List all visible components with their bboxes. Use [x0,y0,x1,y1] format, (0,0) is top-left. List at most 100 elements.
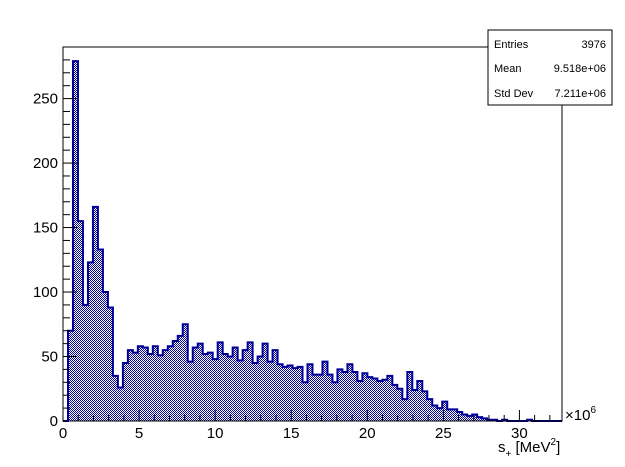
histogram-bar [212,359,218,421]
histogram-bar [332,382,338,421]
histogram-bar [107,307,113,421]
y-tick-label: 50 [41,349,58,366]
y-tick-label: 200 [33,155,58,172]
histogram-bar [72,61,78,421]
histogram-bar [382,379,388,421]
histogram-bar [132,352,138,421]
histogram-bar [447,409,453,421]
x-exponent-label: ×106 [565,405,596,424]
y-axis-ticks: 0 50 100 150 200 250 [33,46,77,430]
stats-entries-label: Entries [494,39,529,51]
histogram-bar [397,388,403,421]
x-tick-label: 30 [511,425,528,442]
histogram-bar [392,384,398,421]
x-tick-label: 0 [59,425,67,442]
x-tick-label: 25 [435,425,452,442]
histogram-bar [87,262,93,421]
y-tick-label: 150 [33,220,58,237]
histogram-bar [262,343,268,421]
histogram-outline [63,60,562,422]
stats-box: Entries 3976 Mean 9.518e+06 Std Dev 7.21… [487,29,613,106]
histogram-bar [157,355,163,421]
histogram-bar [452,409,458,421]
histogram-bar [257,356,263,421]
histogram-bar [472,414,478,421]
histogram-bar [347,364,353,421]
histogram-bar [172,341,178,421]
histogram-bar [427,399,433,421]
x-tick-label: 5 [135,425,143,442]
histogram-bar [197,343,203,421]
x-tick-label: 20 [359,425,376,442]
histogram-bars [67,61,533,421]
histogram-bar [192,347,198,421]
histogram-bar [222,353,228,421]
histogram-bar [477,417,483,421]
histogram-bar [437,408,443,421]
stats-mean-label: Mean [494,63,522,75]
histogram-bar [247,342,253,421]
stats-std-label: Std Dev [494,88,534,100]
histogram-bar [342,371,348,421]
histogram-bar [152,346,158,421]
histogram-bar [217,342,223,421]
histogram-bar [357,381,363,421]
x-axis-ticks: 0 5 10 15 20 25 30 [59,410,551,442]
histogram-bar [77,221,83,421]
x-tick-label: 10 [207,425,224,442]
histogram-bar [362,373,368,421]
histogram-bar [377,381,383,421]
histogram-bar [327,374,333,421]
x-axis-title: s+ [MeV2] [498,437,560,460]
histogram-bar [117,387,123,421]
histogram-bar [412,390,418,421]
histogram-bar [292,368,298,421]
histogram-bar [137,346,143,421]
histogram-bar [202,353,208,421]
histogram-bar [482,418,488,421]
histogram-bar [252,362,258,421]
histogram-bar [227,356,233,421]
histogram-bar [122,362,128,421]
histogram-bar [267,361,273,421]
histogram-bar [67,330,73,421]
histogram-bar [297,366,303,421]
histogram-bar [407,371,413,421]
histogram-bar [207,352,213,421]
histogram-bar [92,206,98,421]
histogram-bar [242,350,248,421]
histogram-bar [167,346,173,421]
histogram-bar [277,364,283,421]
y-tick-label: 250 [33,91,58,108]
histogram-bar [307,364,313,421]
histogram-bar [317,374,323,421]
histogram-bar [282,366,288,421]
histogram-bar [187,361,193,421]
histogram-bar [322,361,328,421]
stats-std-value: 7.211e+06 [555,88,607,100]
histogram-bar [402,399,408,421]
plot-frame [62,46,563,422]
histogram-bar [312,374,318,421]
x-tick-label: 15 [283,425,300,442]
histogram-bar [162,350,168,421]
stats-entries-value: 3976 [582,39,606,51]
histogram-bar [442,401,448,421]
histogram-bar [457,411,463,421]
histogram-bar [467,415,473,421]
histogram-bar [272,350,278,421]
histogram-bar [287,365,293,421]
histogram-bar [82,304,88,421]
histogram-bar [237,360,243,421]
histogram-bar [367,377,373,421]
y-tick-label: 0 [50,413,58,430]
histogram-bar [142,347,148,421]
histogram-bar [387,375,393,421]
histogram-bar [112,375,118,421]
histogram-bar [337,369,343,421]
histogram-bar [302,382,308,421]
y-tick-label: 100 [33,284,58,301]
histogram-bar [102,292,108,421]
stats-mean-value: 9.518e+06 [554,63,606,75]
